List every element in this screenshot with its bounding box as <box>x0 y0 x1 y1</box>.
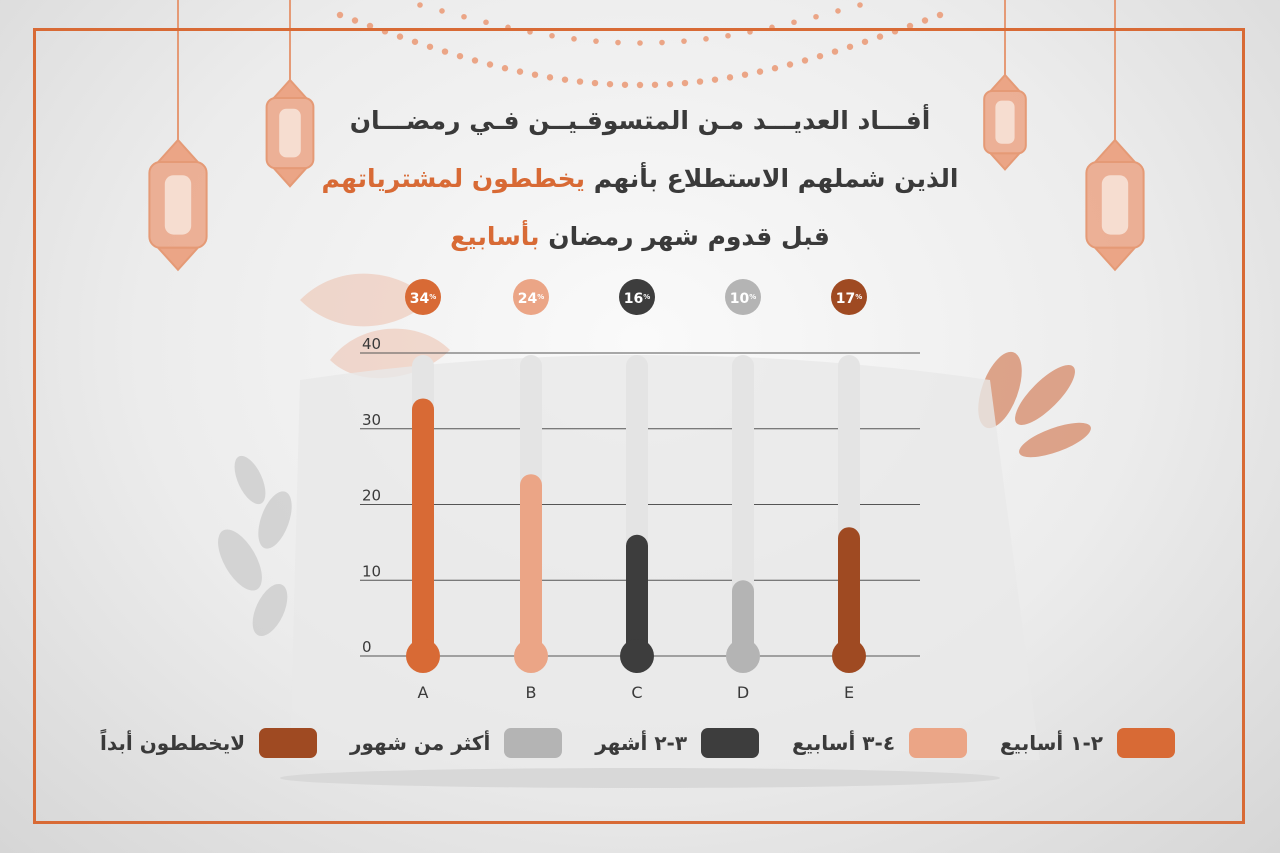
legend-item: ٤-٣ أسابيع <box>791 728 968 758</box>
legend-item: أكثر من شهور <box>350 728 563 758</box>
bar-d <box>732 580 754 656</box>
dotted-garland-decoration <box>336 2 944 89</box>
bar-bulb <box>832 639 866 673</box>
floor-shadow <box>280 768 1000 788</box>
legend: ٢-١ أسابيع ٤-٣ أسابيع ٣-٢ أشهر أكثر من شهور… <box>100 723 1175 763</box>
value-badge <box>619 279 655 315</box>
legend-swatch <box>259 728 318 758</box>
y-tick-label: 40 <box>362 335 381 353</box>
value-badge <box>405 279 441 315</box>
legend-swatch <box>701 728 760 758</box>
bar-bulb <box>726 639 760 673</box>
legend-label: ٤-٣ أسابيع <box>791 731 896 755</box>
bar-bulb <box>514 639 548 673</box>
legend-label: ٣-٢ أشهر <box>595 731 688 755</box>
bar-track <box>732 355 754 656</box>
legend-label: لايخططون أبداً <box>100 731 246 755</box>
x-category-label: E <box>844 683 854 702</box>
value-badge <box>513 279 549 315</box>
y-tick-label: 30 <box>362 411 381 429</box>
x-category-label: A <box>418 683 429 702</box>
title-line-3-highlight: بأسابيع <box>450 222 540 251</box>
x-category-label: B <box>526 683 537 702</box>
bar-c <box>626 534 648 656</box>
y-tick-label: 10 <box>362 562 381 580</box>
x-category-label: D <box>737 683 749 702</box>
value-badge <box>725 279 761 315</box>
bar-e <box>838 527 860 656</box>
infographic-title: أفـــاد العديـــد مـن المتسوقـيــن فـي ر… <box>240 92 1040 266</box>
y-tick-label: 20 <box>362 487 381 505</box>
title-line-2-highlight: يخططون لمشترياتهم <box>321 164 585 193</box>
legend-item: لايخططون أبداً <box>100 728 318 758</box>
orange-frame <box>33 28 1245 824</box>
lantern-icon <box>148 0 1145 272</box>
legend-swatch <box>504 728 563 758</box>
title-line-2: الذين شملهم الاستطلاع بأنهم يخططون لمشتر… <box>240 150 1040 208</box>
bar-a <box>412 398 434 656</box>
title-line-3-text: قبل قدوم شهر رمضان <box>548 222 830 251</box>
legend-swatch <box>909 728 968 758</box>
legend-label: ٢-١ أسابيع <box>999 731 1103 755</box>
legend-swatch <box>1116 728 1175 758</box>
bar-bulb <box>620 639 654 673</box>
y-tick-label: 0 <box>362 638 372 656</box>
legend-label: أكثر من شهور <box>350 731 491 755</box>
title-line-3: قبل قدوم شهر رمضان بأسابيع <box>240 208 1040 266</box>
bar-bulb <box>406 639 440 673</box>
title-line-1: أفـــاد العديـــد مـن المتسوقـيــن فـي ر… <box>349 106 931 135</box>
x-category-label: C <box>631 683 642 702</box>
legend-item: ٢-١ أسابيع <box>1000 728 1175 758</box>
value-badge <box>831 279 867 315</box>
title-line-2-text: الذين شملهم الاستطلاع بأنهم <box>593 164 959 193</box>
bar-b <box>520 474 542 656</box>
grey-leaf-decoration <box>218 455 292 637</box>
legend-item: ٣-٢ أشهر <box>595 728 760 758</box>
